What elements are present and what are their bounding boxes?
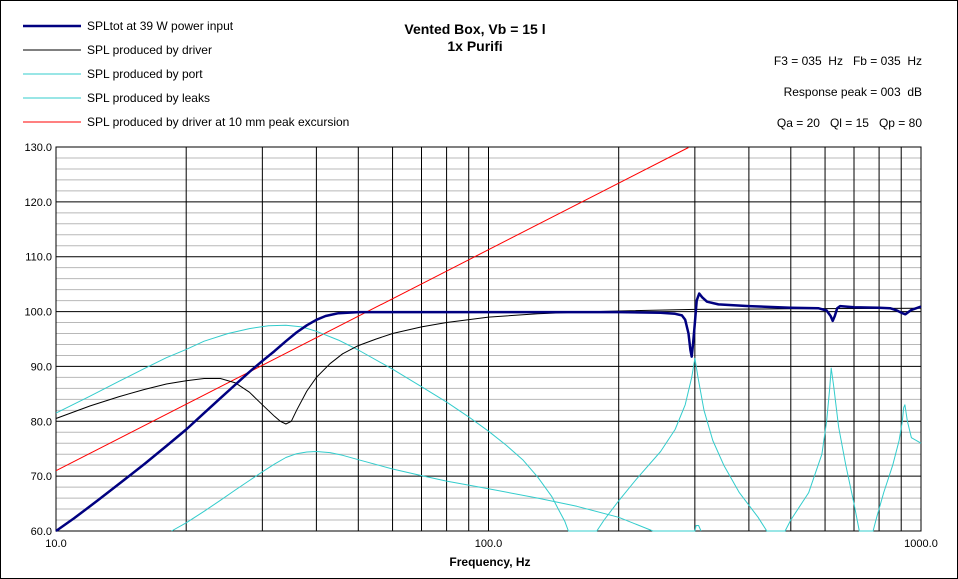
legend-label: SPL produced by leaks: [87, 91, 210, 105]
y-tick-label: 130.0: [24, 142, 52, 154]
annotation-text: F3 = 035 Hz Fb = 035 Hz: [774, 54, 922, 68]
x-axis-label: Frequency, Hz: [449, 555, 530, 569]
plot-border: [55, 146, 922, 532]
series-line-2: [55, 307, 922, 425]
series-line-4: [171, 451, 702, 532]
chart-title: Vented Box, Vb = 15 l: [404, 21, 545, 37]
grid: [55, 146, 922, 532]
x-tick-label: 1000.0: [904, 538, 938, 550]
x-tick-label: 10.0: [45, 538, 66, 550]
series-line-1: [55, 292, 922, 533]
y-tick-label: 60.0: [31, 526, 52, 538]
legend-label: SPL produced by port: [87, 67, 203, 81]
chart-subtitle: 1x Purifi: [447, 38, 502, 54]
series-line-3: [55, 324, 922, 532]
y-tick-label: 80.0: [31, 416, 52, 428]
tick-labels: 60.0 70.0 80.0 90.0 100.0 110.0 120.0 130.0 10.0…: [24, 142, 937, 550]
annotation-text: Response peak = 003 dB: [784, 85, 922, 99]
legend-label: SPL produced by driver at 10 mm peak exc…: [87, 115, 349, 129]
y-tick-label: 90.0: [31, 361, 52, 373]
y-tick-label: 120.0: [24, 197, 52, 209]
legend-label: SPL produced by driver: [87, 43, 212, 57]
y-tick-label: 100.0: [24, 307, 52, 319]
annotations: F3 = 035 Hz Fb = 035 Hz Response peak = 0…: [774, 54, 922, 130]
y-tick-label: 70.0: [31, 471, 52, 483]
x-tick-label: 100.0: [475, 538, 503, 550]
series-group: [55, 147, 922, 533]
legend-label: SPLtot at 39 W power input: [87, 19, 234, 33]
series-line-5: [55, 147, 689, 472]
annotation-text: Qa = 20 Ql = 15 Qp = 80: [777, 116, 922, 130]
legend: SPLtot at 39 W power input SPL produced b…: [23, 19, 349, 129]
y-tick-label: 110.0: [25, 252, 52, 264]
